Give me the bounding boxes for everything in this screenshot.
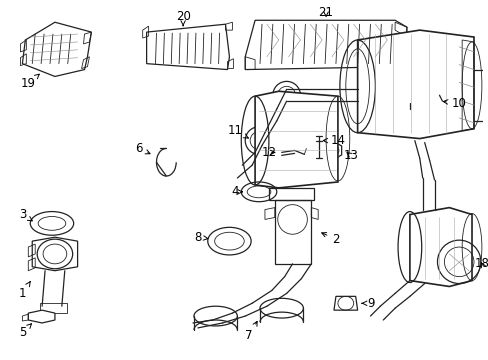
- Polygon shape: [333, 296, 357, 310]
- Text: 9: 9: [361, 297, 374, 310]
- Text: 13: 13: [343, 149, 357, 162]
- Text: 10: 10: [443, 96, 466, 109]
- Polygon shape: [28, 310, 55, 323]
- Polygon shape: [244, 20, 406, 69]
- Polygon shape: [22, 22, 91, 76]
- Text: 3: 3: [19, 208, 32, 221]
- Text: 4: 4: [231, 185, 242, 198]
- Text: 12: 12: [261, 146, 276, 159]
- Text: 18: 18: [473, 257, 488, 270]
- Polygon shape: [409, 208, 471, 287]
- Polygon shape: [32, 237, 78, 271]
- Text: 11: 11: [227, 124, 248, 138]
- Text: 19: 19: [21, 74, 39, 90]
- Text: 2: 2: [321, 233, 339, 246]
- Text: 14: 14: [323, 134, 345, 147]
- Polygon shape: [357, 30, 473, 139]
- Text: 8: 8: [194, 231, 207, 244]
- Text: 7: 7: [245, 321, 257, 342]
- Text: 15: 15: [0, 359, 1, 360]
- Text: 16: 16: [0, 359, 1, 360]
- Polygon shape: [146, 24, 229, 69]
- Text: 6: 6: [135, 142, 150, 155]
- Text: 5: 5: [19, 324, 31, 339]
- Text: 20: 20: [175, 10, 190, 26]
- Polygon shape: [255, 91, 337, 188]
- Text: 21: 21: [318, 6, 333, 19]
- Text: 17: 17: [0, 359, 1, 360]
- Text: 1: 1: [19, 282, 30, 300]
